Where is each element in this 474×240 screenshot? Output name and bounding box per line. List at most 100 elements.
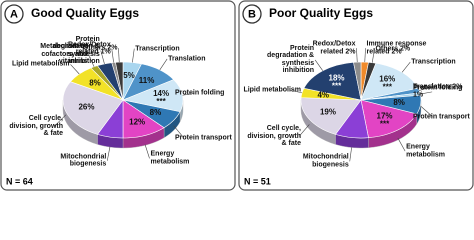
category-name: Protein degradation & synthesis inhibiti… bbox=[267, 44, 315, 75]
leader-line bbox=[106, 146, 111, 161]
leader-line bbox=[70, 64, 80, 75]
leader-line bbox=[88, 54, 95, 67]
value-label: 2% bbox=[452, 83, 463, 91]
panel-letter: B bbox=[248, 8, 256, 20]
sample-size: N = 64 bbox=[6, 176, 33, 186]
category-label: Redox/Detox related 1% bbox=[51, 41, 111, 56]
category-label: Others 2% bbox=[57, 44, 118, 52]
category-label: Protein transport bbox=[413, 113, 473, 121]
category-label: Immune response related 2% bbox=[367, 41, 427, 56]
category-name: Redox/Detox related bbox=[67, 41, 111, 56]
category-name: Transcription bbox=[135, 44, 180, 52]
value-label: 2% bbox=[107, 44, 118, 52]
value-label: 12% bbox=[129, 118, 145, 127]
leader-line bbox=[364, 48, 366, 63]
panel-title: Good Quality Eggs bbox=[31, 6, 139, 20]
figure: A Good Quality Eggs N = 64 5% 11% 14% *** 8% 12%… bbox=[0, 0, 474, 191]
category-label: Translation 2% bbox=[413, 83, 473, 91]
category-name: Others bbox=[82, 44, 106, 52]
pie-slice bbox=[303, 61, 362, 101]
category-label: Energy metabolism bbox=[151, 151, 211, 166]
category-name: Energy metabolism bbox=[406, 143, 446, 159]
leader-line bbox=[314, 59, 323, 71]
value-label: 18% bbox=[329, 73, 345, 82]
category-label: Translation bbox=[168, 55, 228, 63]
leader-line bbox=[420, 91, 433, 95]
category-name: Cell cycle, division, growth & fate bbox=[247, 125, 301, 148]
leader-line bbox=[356, 48, 358, 63]
value-label: 11% bbox=[139, 76, 155, 85]
category-name: Redox/Detox related bbox=[312, 40, 356, 56]
panel-title: Poor Quality Eggs bbox=[269, 6, 373, 20]
category-name: Energy metabolism bbox=[150, 150, 190, 166]
leader-line bbox=[144, 144, 150, 159]
significance-mark: *** bbox=[380, 119, 390, 128]
pie-slice bbox=[300, 97, 362, 135]
value-label: 1% bbox=[100, 48, 111, 56]
category-label: Metabolism of cofactors and vitamins bbox=[27, 43, 87, 66]
leader-line bbox=[349, 147, 352, 162]
category-name: Transcription bbox=[411, 58, 456, 66]
category-name: Others bbox=[375, 45, 399, 53]
category-label: Mitochondrial biogenesis bbox=[289, 154, 349, 169]
category-name: Immune response related bbox=[366, 40, 427, 56]
category-label: Mitochondrial biogenesis bbox=[46, 153, 106, 168]
significance-mark: *** bbox=[383, 82, 393, 91]
pie-slice bbox=[360, 99, 418, 139]
category-name: Protein degradation & synthesis inhibiti… bbox=[52, 35, 100, 66]
value-label: 2% bbox=[345, 48, 356, 56]
value-label: 4% bbox=[317, 91, 329, 100]
category-label: Protein degradation & synthesis inhibiti… bbox=[40, 36, 100, 66]
sample-size: N = 51 bbox=[244, 176, 271, 186]
category-name: Protein transport bbox=[175, 134, 232, 142]
panel-frame bbox=[238, 0, 474, 191]
category-label: Cell cycle, division, growth & fate bbox=[3, 115, 63, 138]
category-name: Lipid metabolism bbox=[11, 60, 70, 68]
leader-line bbox=[111, 48, 114, 63]
leader-line bbox=[290, 89, 303, 94]
category-name: Protein folding bbox=[413, 84, 463, 92]
leader-line bbox=[371, 48, 375, 63]
value-label: 8% bbox=[150, 108, 162, 117]
category-label: Protein folding 1% bbox=[413, 84, 473, 99]
leader-line bbox=[54, 114, 67, 127]
category-name: Cell cycle, division, growth & fate bbox=[9, 114, 63, 137]
category-name: Mitochondrial biogenesis bbox=[302, 153, 349, 169]
category-name: Translation bbox=[168, 55, 206, 63]
value-label: 8% bbox=[89, 78, 101, 87]
pie-slice bbox=[121, 79, 184, 113]
category-label: Protein degradation & synthesis inhibiti… bbox=[254, 45, 314, 75]
panel-badge bbox=[242, 4, 262, 24]
significance-mark: *** bbox=[156, 97, 166, 106]
value-label: 2% bbox=[391, 48, 402, 56]
value-label: 16% bbox=[379, 74, 395, 83]
leader-line bbox=[397, 137, 406, 152]
leader-line bbox=[118, 48, 120, 63]
category-label: Protein transport bbox=[175, 134, 235, 142]
category-name: Metabolism of cofactors and vitamins bbox=[40, 43, 88, 66]
value-label: 1% bbox=[413, 91, 424, 99]
value-label: 8% bbox=[393, 98, 405, 107]
leader-line bbox=[419, 86, 431, 91]
category-name: Lipid metabolism bbox=[243, 86, 301, 94]
category-label: Cell cycle, division, growth & fate bbox=[241, 125, 301, 148]
category-name: Mitochondrial biogenesis bbox=[60, 153, 107, 168]
pie-slice bbox=[360, 62, 419, 101]
leader-line bbox=[159, 58, 168, 71]
category-label: Lipid metabolism bbox=[241, 87, 301, 95]
category-label: Transcription bbox=[135, 45, 195, 53]
leader-line bbox=[420, 105, 433, 117]
leader-line bbox=[182, 93, 195, 96]
panel-frame bbox=[0, 0, 236, 191]
category-label: Transcription bbox=[411, 58, 471, 66]
leader-line bbox=[401, 61, 411, 73]
panel-letter: A bbox=[10, 8, 18, 20]
leader-line bbox=[173, 125, 185, 139]
category-name: Translation bbox=[413, 83, 451, 91]
category-label: Protein folding bbox=[175, 90, 235, 98]
category-label: Lipid metabolism bbox=[10, 61, 70, 69]
value-label: 2% bbox=[400, 45, 411, 53]
category-label: Others 2% bbox=[375, 45, 435, 53]
category-name: Protein folding bbox=[175, 89, 225, 97]
